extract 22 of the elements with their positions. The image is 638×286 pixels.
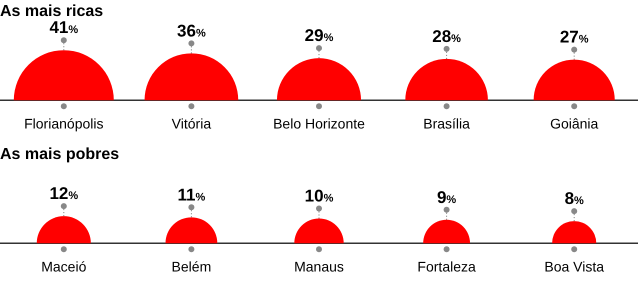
data-label: 29% (304, 26, 334, 46)
category-label: Belém (172, 258, 212, 274)
data-label: 11% (178, 185, 206, 204)
data-label: 27% (560, 28, 589, 47)
text: As mais ricas (0, 3, 104, 20)
data-label: 8% (564, 189, 584, 208)
category-label: Brasília (423, 115, 470, 132)
data-label: 12% (49, 184, 78, 204)
category-label: Fortaleza (417, 258, 476, 274)
data-label: 9% (436, 188, 456, 207)
data-label: 10% (304, 186, 334, 206)
text: As mais pobres (0, 146, 120, 164)
category-label: Goiânia (550, 115, 599, 132)
category-label: Vitória (172, 115, 212, 132)
data-label: 36% (177, 21, 206, 40)
data-label: 41% (49, 18, 78, 38)
category-label: Maceió (41, 258, 87, 274)
category-label: Florianópolis (24, 115, 104, 132)
category-label: Manaus (294, 258, 344, 274)
data-label: 28% (432, 26, 462, 46)
category-label: Belo Horizonte (273, 115, 366, 132)
category-label: Boa Vista (544, 258, 604, 274)
